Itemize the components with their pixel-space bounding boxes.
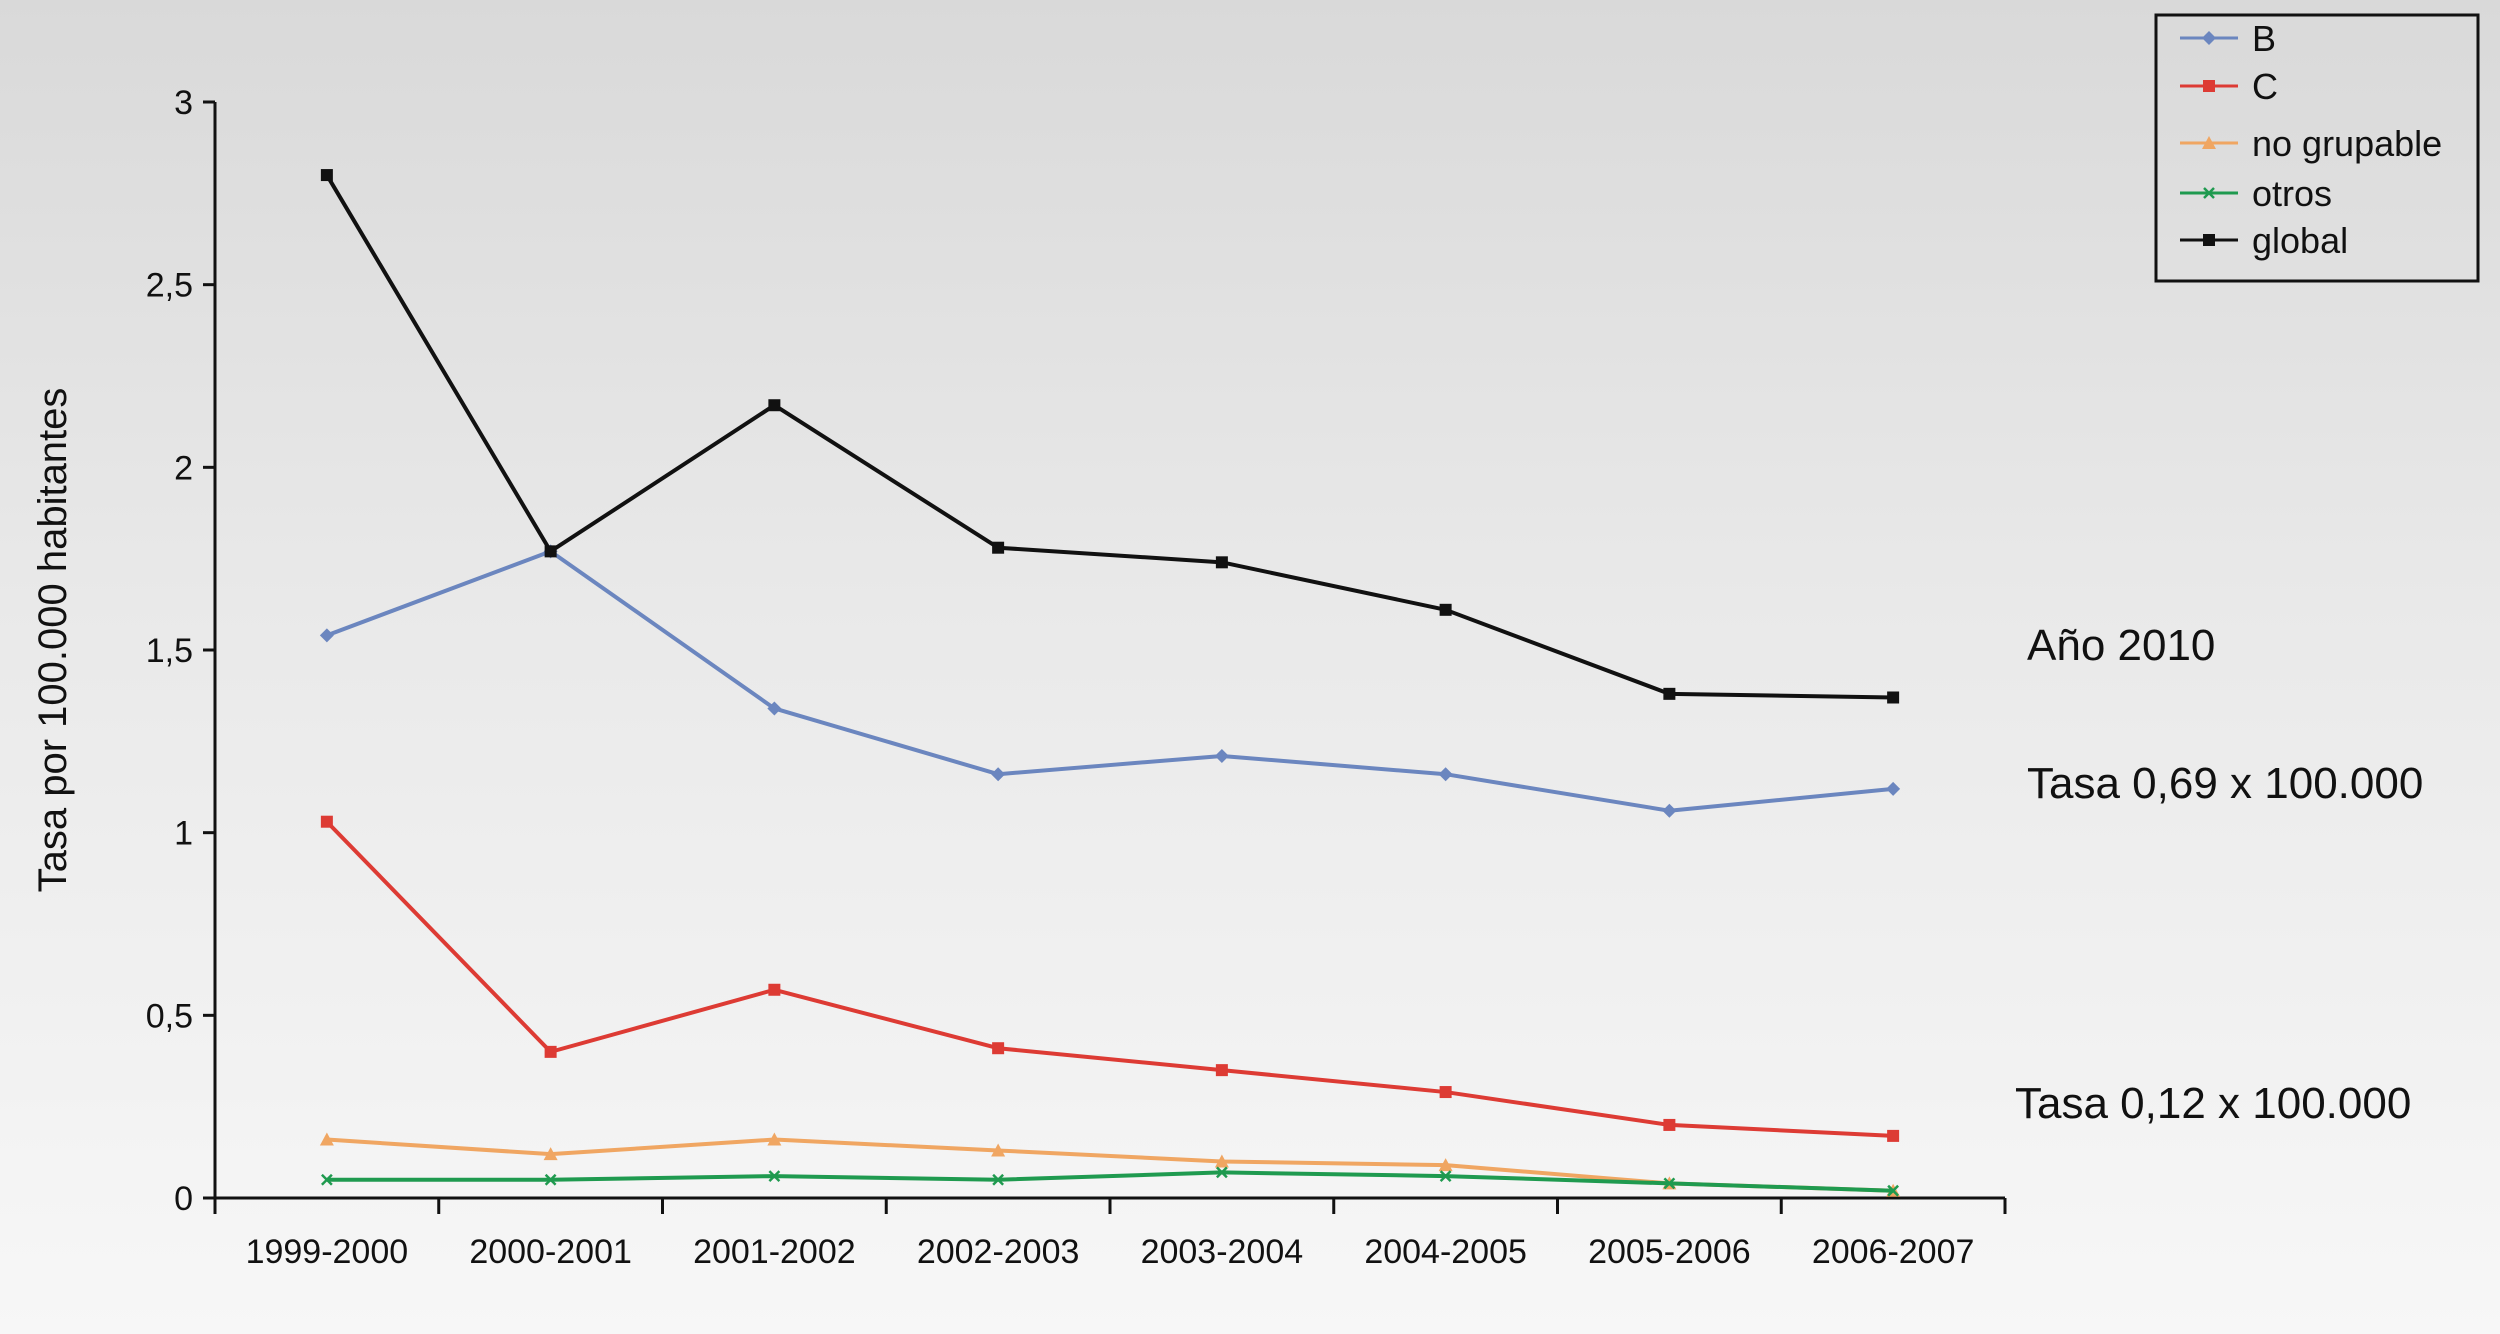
data-point-b	[767, 701, 782, 716]
data-point-global	[1887, 691, 1900, 704]
data-point-otros	[544, 1173, 557, 1186]
series-layer	[319, 169, 1901, 1197]
annotation-year: Año 2010	[2027, 621, 2215, 670]
data-point-global	[544, 545, 557, 558]
data-point-otros	[320, 1173, 333, 1186]
data-point-b	[991, 767, 1006, 782]
data-point-no-grupable	[1214, 1154, 1229, 1168]
data-point-no-grupable	[991, 1143, 1006, 1157]
legend-marker	[2202, 31, 2216, 45]
data-point-no-grupable	[319, 1132, 334, 1146]
legend-item-global: global	[2180, 220, 2348, 261]
data-point-c	[992, 1042, 1005, 1055]
data-point-global	[1215, 556, 1228, 569]
y-tick-label: 0,5	[146, 997, 193, 1035]
series-line-c	[325, 820, 1894, 1138]
y-tick-label: 3	[174, 84, 193, 122]
x-tick-label: 2000-2001	[469, 1233, 632, 1271]
legend-label: B	[2252, 18, 2276, 59]
x-tick-label: 2006-2007	[1812, 1233, 1975, 1271]
annotation-rate-c: Tasa 0,12 x 100.000	[2015, 1079, 2411, 1128]
data-point-otros	[1887, 1184, 1900, 1197]
data-point-otros	[768, 1170, 781, 1182]
series-line-global	[325, 174, 1894, 700]
legend-item-no-grupable: no grupable	[2180, 123, 2442, 164]
legend-label: otros	[2252, 173, 2332, 214]
series-otros	[320, 1166, 1900, 1197]
data-point-b	[1886, 781, 1901, 796]
x-tick-label: 2005-2006	[1588, 1233, 1751, 1271]
y-ticks: 0 0,5 1 1,5 2 2,5 3	[146, 84, 215, 1218]
data-point-b	[1214, 748, 1229, 763]
x-tick-label: 2004-2005	[1364, 1233, 1527, 1271]
series-b	[319, 544, 1901, 818]
legend-item-b: B	[2180, 18, 2276, 59]
y-tick-label: 1	[174, 815, 193, 853]
y-axis-title: Tasa por 100.000 habitantes	[31, 388, 75, 893]
annotations: Año 2010 Tasa 0,69 x 100.000 Tasa 0,12 x…	[2015, 621, 2423, 1128]
data-point-c	[1887, 1129, 1900, 1142]
data-point-b	[1438, 767, 1453, 782]
data-point-global	[992, 541, 1005, 554]
data-point-c	[1215, 1064, 1228, 1077]
legend-marker	[2203, 187, 2215, 199]
data-point-global	[1439, 603, 1452, 616]
data-point-otros	[992, 1173, 1005, 1186]
legend-item-otros: otros	[2180, 173, 2332, 214]
data-point-otros	[1215, 1166, 1228, 1179]
data-point-b	[1662, 803, 1677, 818]
annotation-rate-b: Tasa 0,69 x 100.000	[2027, 759, 2423, 808]
data-point-no-grupable	[767, 1132, 782, 1146]
y-tick-label: 2	[174, 449, 193, 487]
x-tick-label: 1999-2000	[246, 1233, 409, 1271]
x-tick-label: 2002-2003	[917, 1233, 1080, 1271]
legend-marker	[2203, 80, 2215, 92]
y-tick-label: 1,5	[146, 632, 193, 670]
data-point-global	[320, 169, 333, 182]
data-point-c	[544, 1045, 557, 1058]
data-point-otros	[1663, 1177, 1676, 1190]
series-line-b	[326, 549, 1894, 813]
data-point-no-grupable	[1438, 1158, 1453, 1172]
y-tick-label: 0	[174, 1180, 193, 1218]
data-point-c	[1663, 1118, 1676, 1131]
data-point-c	[1439, 1086, 1452, 1099]
series-c	[320, 815, 1900, 1142]
legend-item-c: C	[2180, 66, 2278, 107]
legend-label: global	[2252, 220, 2348, 261]
legend-label: no grupable	[2252, 123, 2442, 164]
legend-label: C	[2252, 66, 2278, 107]
legend-marker	[2203, 234, 2215, 246]
x-tick-label: 2001-2002	[693, 1233, 856, 1271]
series-line-otros	[326, 1170, 1894, 1193]
data-point-otros	[1439, 1170, 1452, 1182]
data-point-no-grupable	[543, 1147, 558, 1161]
legend-box	[2154, 13, 2480, 283]
x-tick-label: 2003-2004	[1141, 1233, 1304, 1271]
data-point-c	[768, 983, 781, 996]
data-point-b	[319, 628, 334, 643]
legend-marker	[2202, 136, 2216, 149]
series-no-grupable	[319, 1132, 1901, 1197]
axes: 0 0,5 1 1,5 2 2,5 3 1999-2000 2000-2001 2001-200…	[146, 84, 2007, 1271]
y-tick-label: 2,5	[146, 267, 193, 305]
series-global	[320, 169, 1900, 704]
data-point-global	[1663, 687, 1676, 700]
data-point-global	[768, 399, 781, 412]
x-ticks: 1999-2000 2000-2001 2001-2002 2002-2003 2003…	[213, 1198, 2007, 1271]
data-point-c	[320, 815, 333, 828]
